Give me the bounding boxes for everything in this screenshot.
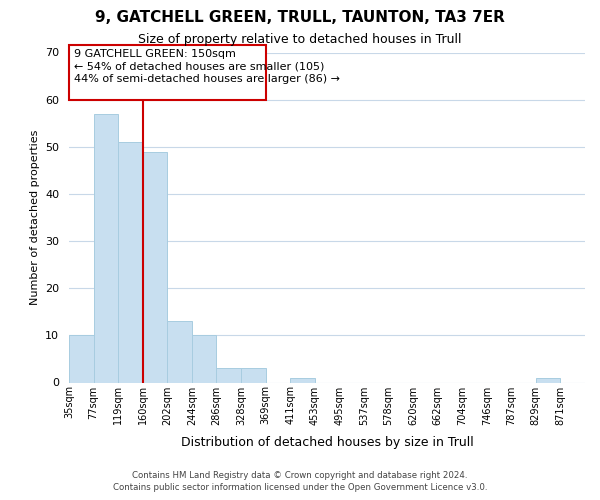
Bar: [167, 321, 192, 382]
Bar: [217, 368, 241, 382]
Bar: [94, 114, 118, 382]
Bar: [241, 368, 266, 382]
X-axis label: Distribution of detached houses by size in Trull: Distribution of detached houses by size …: [181, 436, 473, 449]
Text: 9 GATCHELL GREEN: 150sqm: 9 GATCHELL GREEN: 150sqm: [74, 48, 236, 58]
Y-axis label: Number of detached properties: Number of detached properties: [29, 130, 40, 305]
FancyBboxPatch shape: [69, 46, 266, 100]
Bar: [290, 378, 315, 382]
Text: Size of property relative to detached houses in Trull: Size of property relative to detached ho…: [138, 32, 462, 46]
Bar: [118, 142, 143, 382]
Bar: [143, 152, 167, 382]
Text: 9, GATCHELL GREEN, TRULL, TAUNTON, TA3 7ER: 9, GATCHELL GREEN, TRULL, TAUNTON, TA3 7…: [95, 10, 505, 25]
Text: ← 54% of detached houses are smaller (105): ← 54% of detached houses are smaller (10…: [74, 62, 324, 72]
Bar: [192, 336, 217, 382]
Text: Contains HM Land Registry data © Crown copyright and database right 2024.
Contai: Contains HM Land Registry data © Crown c…: [113, 471, 487, 492]
Bar: [69, 336, 94, 382]
Text: 44% of semi-detached houses are larger (86) →: 44% of semi-detached houses are larger (…: [74, 74, 340, 84]
Bar: [536, 378, 560, 382]
